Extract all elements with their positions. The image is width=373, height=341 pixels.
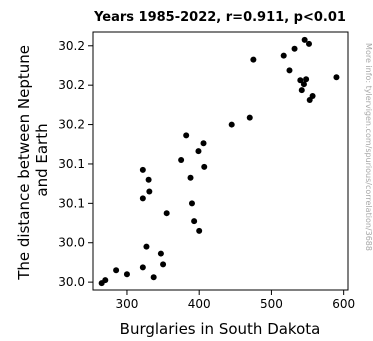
data-point <box>183 132 190 139</box>
y-tick-label: 30.2 <box>58 39 85 53</box>
x-tick-label: 300 <box>115 297 138 311</box>
data-point <box>195 148 202 155</box>
data-point <box>200 140 207 147</box>
data-point <box>139 195 146 202</box>
data-point <box>150 274 157 281</box>
data-point <box>102 277 109 284</box>
data-point <box>123 271 130 278</box>
data-point <box>145 176 152 183</box>
data-point <box>305 40 312 47</box>
data-point <box>309 93 316 100</box>
y-axis-label-line-1: The distance between Neptune <box>15 45 33 281</box>
data-point <box>187 174 194 181</box>
data-point <box>139 166 146 173</box>
data-point <box>333 74 340 81</box>
data-point <box>280 52 287 59</box>
y-tick-label: 30.0 <box>58 275 85 289</box>
y-tick-label: 30.2 <box>58 118 85 132</box>
data-point <box>201 163 208 170</box>
data-points <box>98 36 340 287</box>
data-point <box>301 36 308 43</box>
data-point <box>178 157 185 164</box>
y-axis-label: The distance between Neptune and Earth <box>15 40 51 281</box>
data-point <box>298 87 305 94</box>
y-tick-label: 30.1 <box>58 196 85 210</box>
data-point <box>196 227 203 234</box>
y-tick-label: 30.2 <box>58 78 85 92</box>
data-point <box>297 77 304 84</box>
data-point <box>146 188 153 195</box>
data-point <box>113 267 120 274</box>
data-point <box>188 200 195 207</box>
x-tick-label: 600 <box>332 297 355 311</box>
data-point <box>143 243 150 250</box>
data-point <box>228 121 235 128</box>
data-point <box>300 81 307 88</box>
plot-area <box>92 31 349 291</box>
data-point <box>157 250 164 257</box>
data-point <box>160 261 167 268</box>
data-point <box>286 67 293 74</box>
x-tick-label: 400 <box>188 297 211 311</box>
data-point <box>139 264 146 271</box>
x-axis: 300 400 500 600 <box>115 290 355 311</box>
chart-title: Years 1985-2022, r=0.911, p<0.01 <box>93 10 346 25</box>
data-point <box>246 114 253 121</box>
data-point <box>250 56 257 63</box>
x-axis-label: Burglaries in South Dakota <box>120 320 321 338</box>
y-axis-label-line-2: and Earth <box>33 123 51 196</box>
y-tick-label: 30.1 <box>58 157 85 171</box>
x-tick-label: 500 <box>260 297 283 311</box>
data-point <box>191 218 198 225</box>
y-axis: 30.0 30.0 30.1 30.1 30.2 30.2 30.2 <box>58 39 93 289</box>
source-note: More info: tylervigen.com/spurious/corre… <box>364 43 373 251</box>
data-point <box>163 210 170 217</box>
data-point <box>303 76 310 83</box>
data-point <box>291 45 298 52</box>
y-tick-label: 30.0 <box>58 236 85 250</box>
